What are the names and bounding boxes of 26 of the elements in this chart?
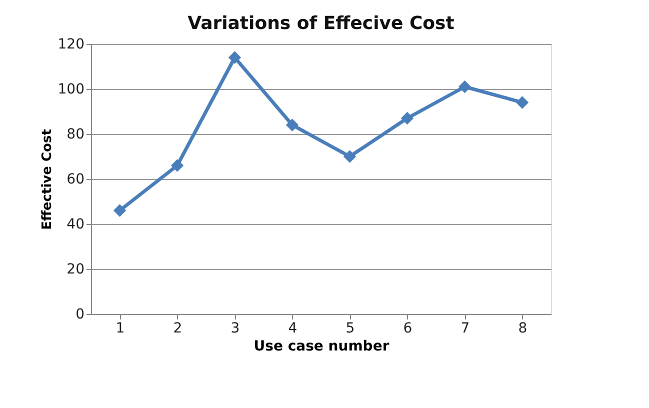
point — [458, 80, 472, 94]
x-tick-label: 3 — [230, 320, 240, 336]
y-tick-label: 0 — [76, 306, 84, 322]
x-tick-label: 4 — [288, 320, 298, 336]
point — [286, 118, 299, 132]
point — [170, 159, 184, 172]
point — [516, 96, 529, 109]
x-tick-label: 2 — [173, 320, 182, 336]
y-tick-label: 100 — [58, 82, 84, 98]
y-tick-label: 20 — [66, 262, 84, 278]
x-tick-label: 5 — [346, 320, 355, 336]
x-tick-label: 1 — [116, 320, 125, 336]
x-tick-label: 7 — [460, 320, 470, 336]
point — [400, 112, 414, 125]
y-tick-label: 40 — [66, 216, 84, 232]
x-tick-label: 6 — [403, 320, 412, 336]
point — [343, 150, 356, 163]
y-tick-label: 120 — [58, 36, 84, 52]
x-tick-label: 8 — [518, 320, 528, 336]
y-axis-title: Effective Cost — [40, 129, 55, 230]
point — [113, 204, 126, 217]
chart-title: Variations of Effecive Cost — [188, 13, 455, 34]
x-axis-title: Use case number — [254, 338, 390, 354]
y-tick-label: 80 — [66, 126, 84, 142]
point — [228, 51, 242, 64]
y-tick-label: 60 — [66, 172, 84, 188]
